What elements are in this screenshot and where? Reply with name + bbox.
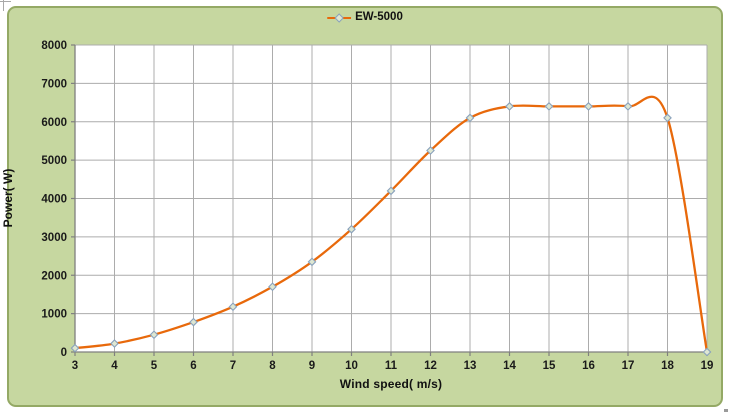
x-tick-label: 16: [582, 360, 595, 372]
x-tick-label: 17: [622, 360, 635, 372]
x-tick-label: 11: [385, 360, 398, 372]
x-tick-label: 6: [190, 360, 196, 372]
legend-line-marker-icon: [327, 12, 352, 23]
data-point-marker[interactable]: [426, 146, 435, 155]
y-tick-label: 8000: [41, 40, 67, 52]
y-tick-label: 2000: [41, 270, 67, 282]
data-point-marker[interactable]: [623, 102, 633, 111]
data-point-marker[interactable]: [347, 224, 356, 234]
data-point-marker[interactable]: [386, 186, 396, 196]
data-point-marker[interactable]: [268, 282, 277, 292]
y-tick-label: 6000: [41, 117, 67, 129]
cell-gridline-corner-icon: [3, 0, 4, 11]
legend[interactable]: EW-5000: [325, 10, 405, 25]
x-tick-label: 10: [345, 360, 358, 372]
data-point-marker[interactable]: [544, 102, 554, 111]
x-tick-label: 7: [230, 360, 236, 372]
data-point-marker[interactable]: [505, 102, 514, 111]
data-point-marker[interactable]: [228, 302, 238, 312]
x-tick-label: 14: [503, 360, 516, 372]
y-tick-label: 4000: [41, 194, 67, 206]
data-point-marker[interactable]: [702, 347, 712, 357]
x-tick-label: 12: [424, 360, 437, 372]
y-tick-label: 5000: [41, 155, 67, 167]
data-point-marker[interactable]: [584, 102, 593, 111]
data-point-marker[interactable]: [189, 317, 198, 327]
data-point-marker[interactable]: [307, 257, 317, 267]
x-tick-label: 15: [543, 360, 556, 372]
cell-gridline-mark: [724, 409, 728, 412]
data-point-marker[interactable]: [149, 330, 159, 340]
x-tick-label: 19: [701, 360, 714, 372]
cell-gridline-corner-icon: [0, 1, 11, 2]
x-tick-label: 18: [661, 360, 674, 372]
x-tick-label: 8: [269, 360, 276, 372]
data-point-marker[interactable]: [110, 339, 119, 348]
y-tick-label: 3000: [41, 232, 67, 244]
x-tick-label: 5: [151, 360, 158, 372]
data-point-marker[interactable]: [663, 113, 672, 123]
x-tick-label: 3: [72, 360, 78, 372]
y-tick-label: 7000: [41, 78, 67, 90]
data-point-marker[interactable]: [70, 343, 80, 353]
x-tick-label: 9: [309, 360, 315, 372]
x-axis-title: Wind speed( m/s): [339, 377, 443, 391]
x-tick-label: 4: [111, 360, 118, 372]
data-point-marker[interactable]: [465, 113, 475, 123]
y-tick-label: 0: [61, 347, 67, 359]
y-axis-title: Power( W): [1, 168, 15, 228]
x-tick-label: 13: [464, 360, 477, 372]
legend-series-label: EW-5000: [355, 11, 403, 23]
y-tick-label: 1000: [41, 309, 67, 321]
